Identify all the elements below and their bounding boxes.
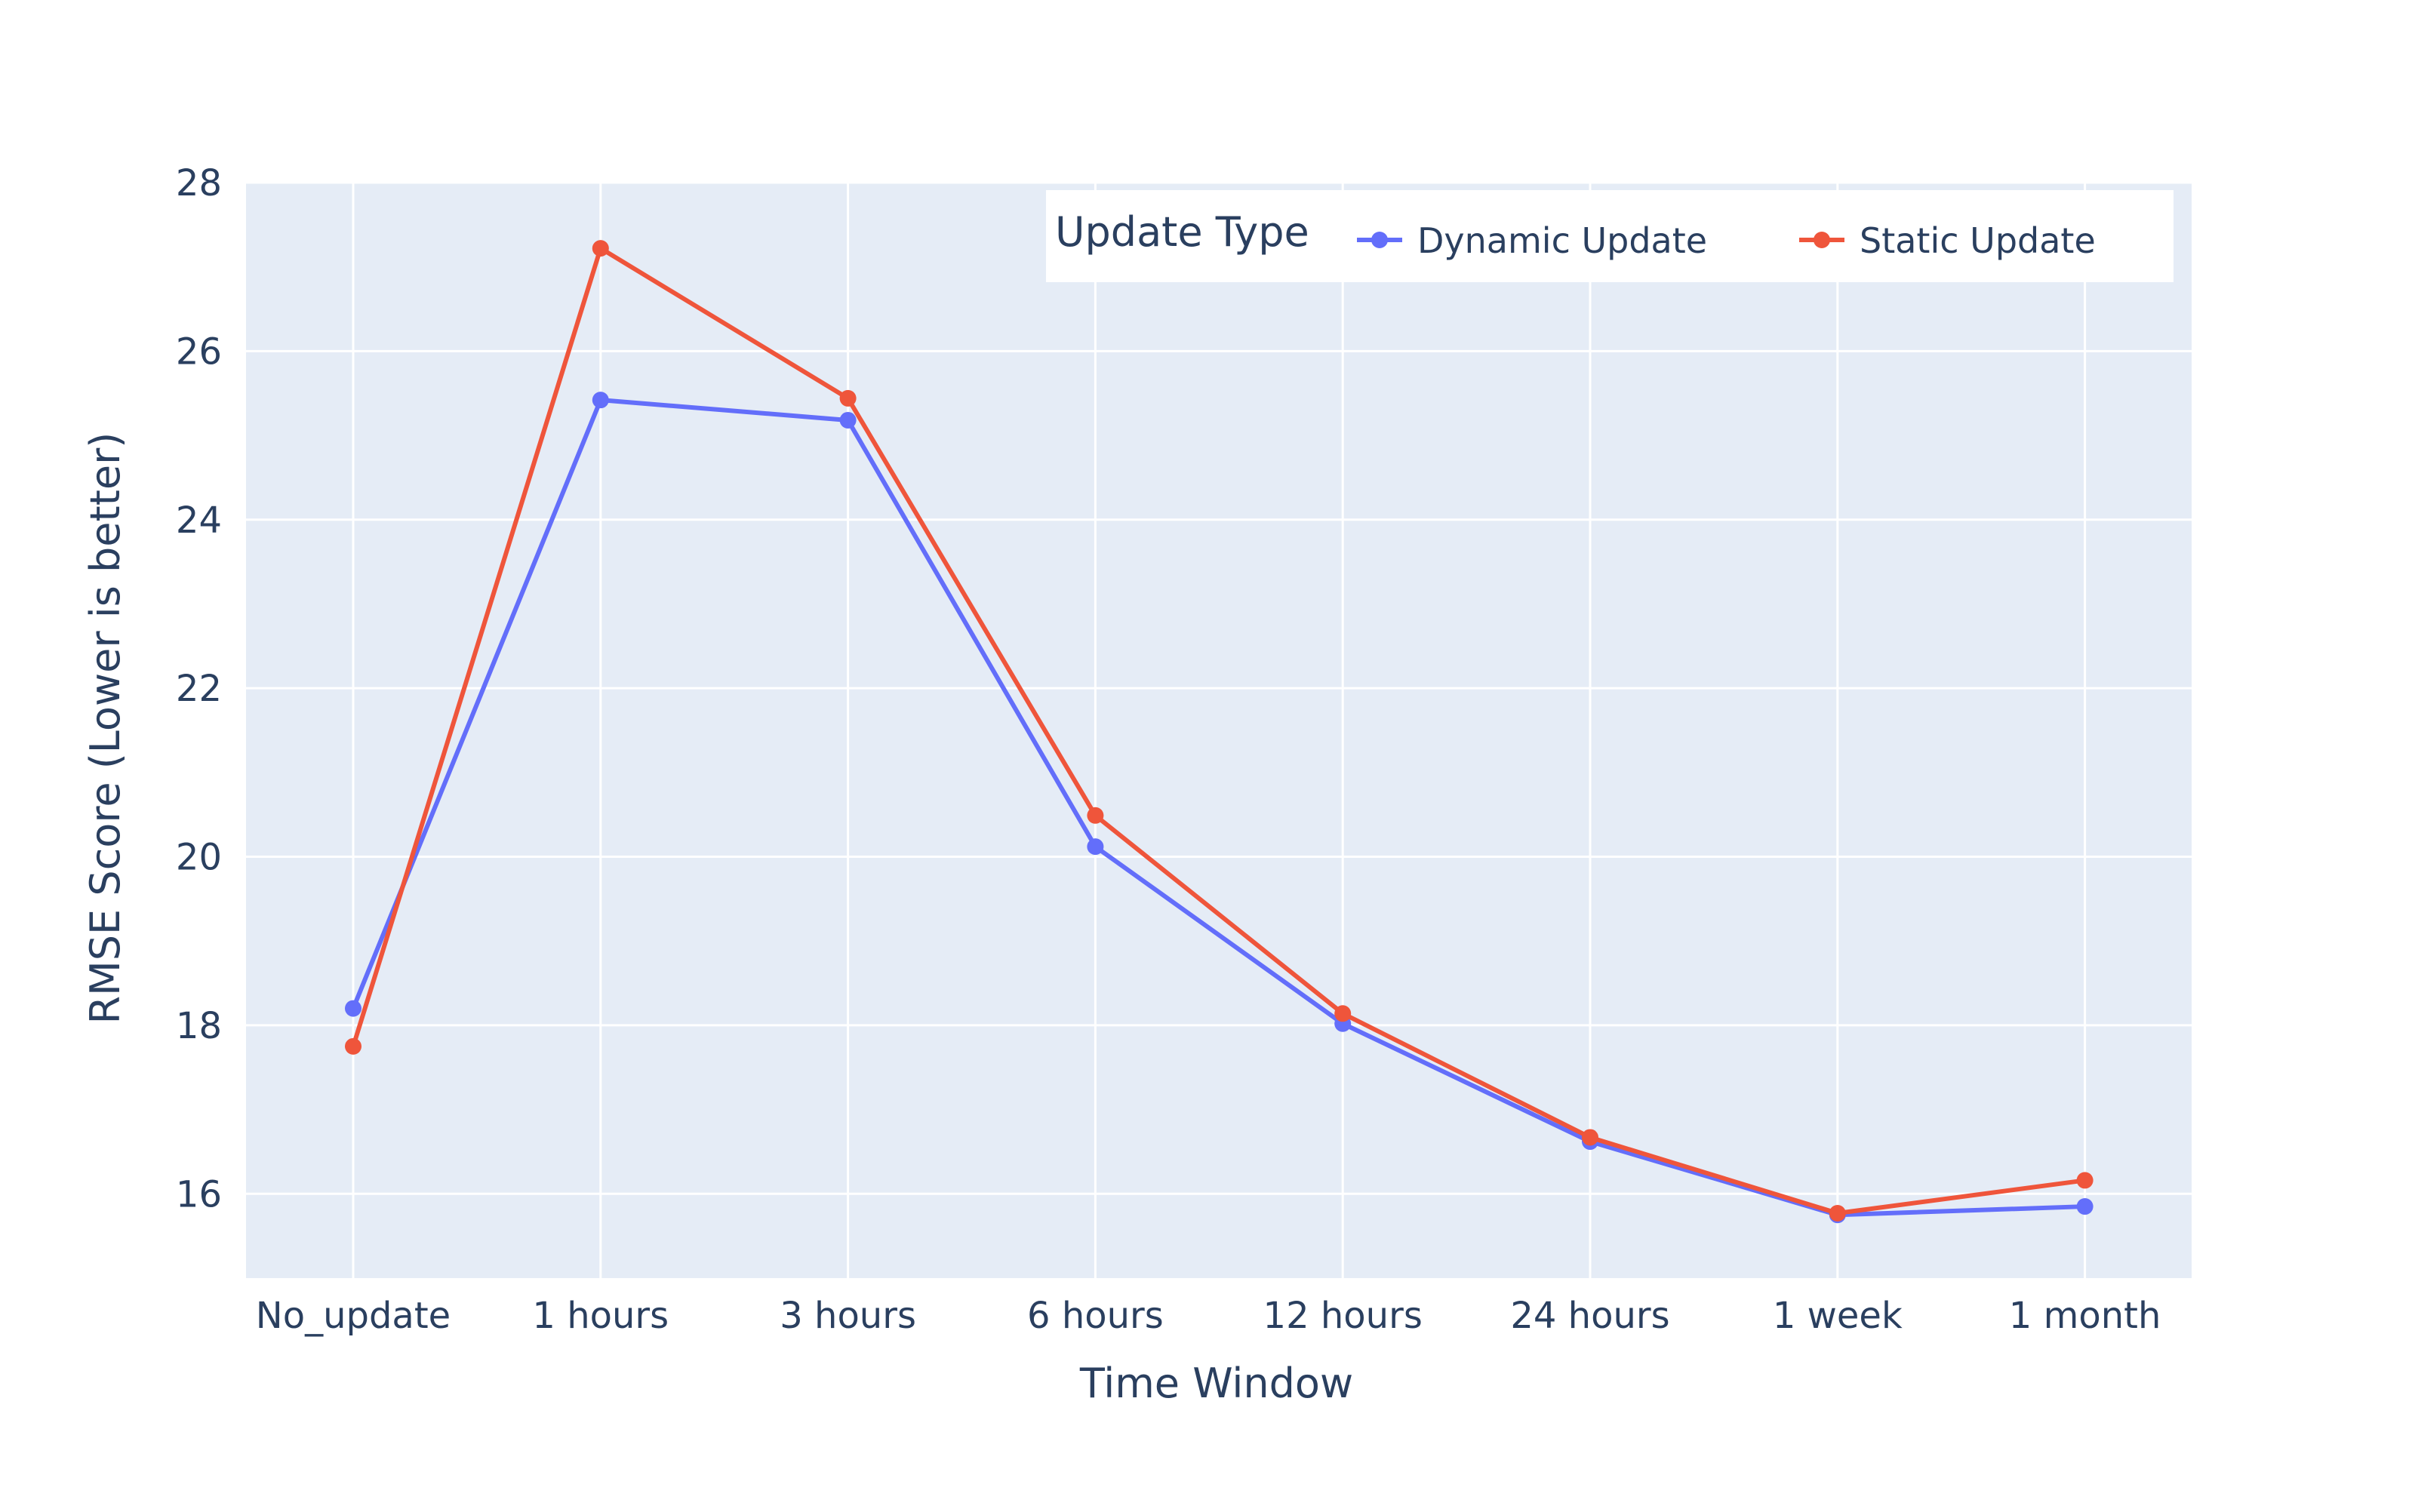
data-point — [592, 392, 609, 409]
legend-items: Dynamic Update Static Update — [1357, 220, 2096, 261]
x-tick-label: 3 hours — [780, 1295, 916, 1337]
data-point — [1582, 1129, 1598, 1146]
data-point — [1087, 807, 1104, 824]
x-tick-label: 1 hours — [532, 1295, 669, 1337]
y-tick-label: 20 — [176, 837, 222, 879]
data-point — [592, 240, 609, 257]
y-tick-labels: 16 18 20 22 24 26 28 — [176, 162, 222, 1215]
x-axis-title: Time Window — [1079, 1360, 1353, 1407]
x-gridlines — [352, 183, 2087, 1278]
legend-label: Static Update — [1860, 220, 2096, 261]
y-axis-title: RMSE Score (Lower is better) — [82, 432, 129, 1025]
legend-item: Dynamic Update — [1357, 220, 1707, 261]
data-point — [1087, 838, 1104, 856]
y-tick-label: 24 — [176, 499, 222, 542]
y-tick-label: 22 — [176, 668, 222, 710]
y-tick-label: 16 — [176, 1173, 222, 1215]
data-point — [839, 411, 857, 429]
data-point — [345, 1000, 361, 1017]
x-tick-labels: No_update 1 hours 3 hours 6 hours 12 hours 24… — [256, 1295, 2161, 1337]
data-point — [1829, 1204, 1846, 1222]
legend-box — [1046, 190, 2174, 282]
x-tick-label: 1 week — [1773, 1295, 1903, 1337]
legend-title: Update Type — [1055, 208, 1309, 256]
x-tick-label: 12 hours — [1263, 1295, 1423, 1337]
legend-swatch-marker — [1814, 232, 1830, 248]
legend-swatch-marker — [1371, 232, 1388, 248]
plot-area — [246, 183, 2192, 1278]
data-point — [345, 1037, 361, 1055]
legend: Update Type Dynamic Update Static Update — [1046, 190, 2174, 282]
x-tick-label: 24 hours — [1510, 1295, 1669, 1337]
legend-label: Dynamic Update — [1417, 220, 1707, 261]
legend-item: Static Update — [1799, 220, 2096, 261]
y-tick-label: 26 — [176, 330, 222, 373]
series-static-update — [345, 240, 2094, 1222]
data-point — [1334, 1005, 1352, 1022]
x-tick-label: No_update — [256, 1295, 451, 1337]
data-point — [839, 389, 857, 407]
x-tick-label: 6 hours — [1027, 1295, 1164, 1337]
series-layer — [345, 240, 2094, 1224]
data-point — [2076, 1198, 2094, 1215]
x-tick-label: 1 month — [2009, 1295, 2161, 1337]
series-line — [351, 246, 2087, 1215]
y-gridlines — [246, 181, 2192, 1195]
data-point — [2076, 1172, 2094, 1189]
y-tick-label: 18 — [176, 1005, 222, 1047]
y-tick-label: 28 — [176, 162, 222, 204]
